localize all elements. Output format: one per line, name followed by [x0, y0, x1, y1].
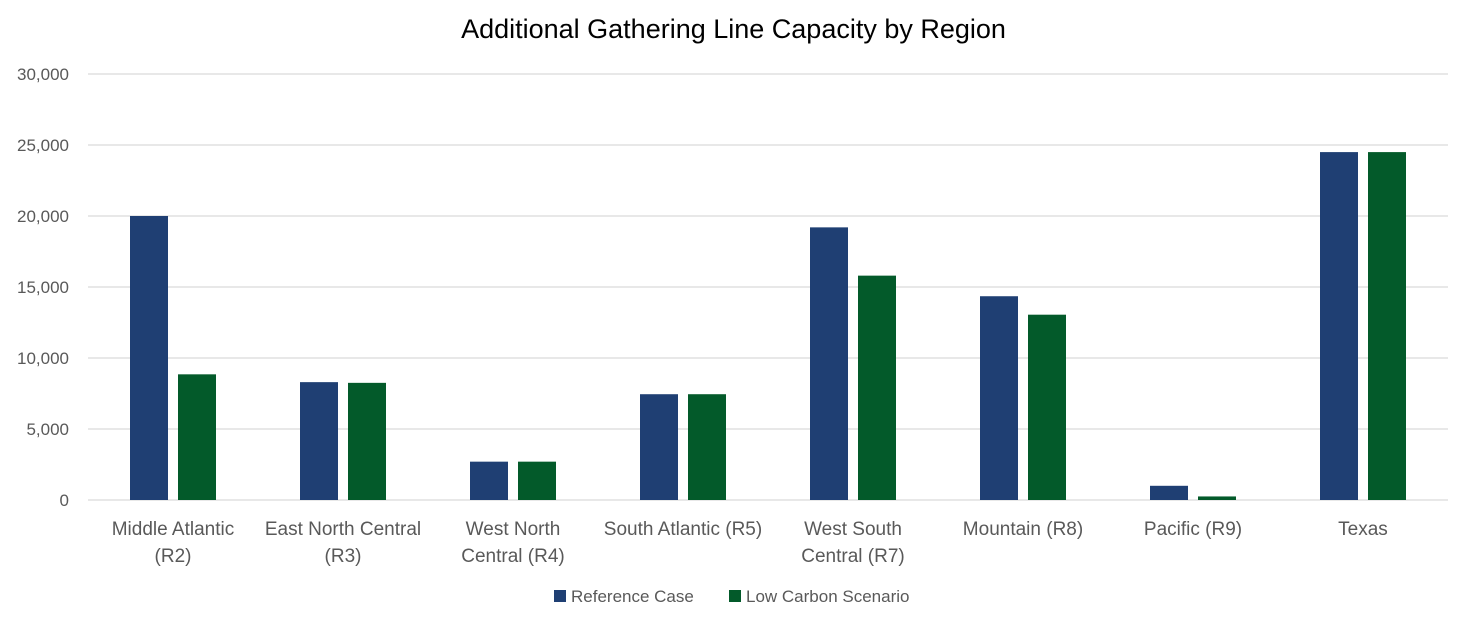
x-category-label: Texas	[1338, 519, 1388, 540]
legend-label: Reference Case	[571, 587, 694, 606]
bar-reference-case	[130, 216, 168, 500]
x-category-label: Central (R7)	[801, 546, 904, 567]
bar-reference-case	[300, 382, 338, 500]
bar-reference-case	[810, 227, 848, 501]
x-category-label: Central (R4)	[461, 546, 564, 567]
x-category-label: Pacific (R9)	[1144, 519, 1242, 540]
bar-reference-case	[1320, 152, 1358, 500]
y-axis-ticks: 0 5,000 10,000 15,000 20,000 25,000 30,000	[17, 65, 69, 510]
legend-swatch	[554, 590, 566, 602]
bar-reference-case	[1150, 485, 1188, 500]
bar-low-carbon-scenario	[1028, 314, 1066, 500]
bar-low-carbon-scenario	[688, 394, 726, 500]
bar-reference-case	[640, 394, 678, 500]
y-tick-label: 25,000	[17, 136, 69, 155]
y-tick-label: 20,000	[17, 207, 69, 226]
x-category-label: West North	[466, 519, 561, 540]
x-category-label: (R2)	[155, 546, 192, 567]
y-tick-label: 5,000	[26, 420, 69, 439]
y-tick-label: 10,000	[17, 349, 69, 368]
x-category-label: East North Central	[265, 519, 421, 540]
x-category-label: Mountain (R8)	[963, 519, 1083, 540]
bar-low-carbon-scenario	[858, 275, 896, 500]
bar-reference-case	[980, 296, 1018, 500]
x-category-label: Middle Atlantic	[112, 519, 235, 540]
bar-low-carbon-scenario	[1198, 496, 1236, 500]
gridlines	[88, 73, 1448, 501]
legend: Reference Case Low Carbon Scenario	[554, 587, 909, 606]
y-tick-label: 0	[60, 491, 69, 510]
x-axis-categories: Middle Atlantic (R2) East North Central (R3…	[112, 519, 1388, 567]
y-tick-label: 15,000	[17, 278, 69, 297]
x-category-label: West South	[804, 519, 902, 540]
x-category-label: (R3)	[325, 546, 362, 567]
y-tick-label: 30,000	[17, 65, 69, 84]
legend-swatch	[729, 590, 741, 602]
bar-low-carbon-scenario	[348, 382, 386, 500]
bar-low-carbon-scenario	[1368, 152, 1406, 500]
bars	[130, 152, 1406, 501]
bar-low-carbon-scenario	[178, 374, 216, 500]
legend-label: Low Carbon Scenario	[746, 587, 909, 606]
x-category-label: South Atlantic (R5)	[604, 519, 762, 540]
bar-low-carbon-scenario	[518, 461, 556, 500]
chart-title: Additional Gathering Line Capacity by Re…	[461, 14, 1006, 44]
bar-reference-case	[470, 461, 508, 500]
